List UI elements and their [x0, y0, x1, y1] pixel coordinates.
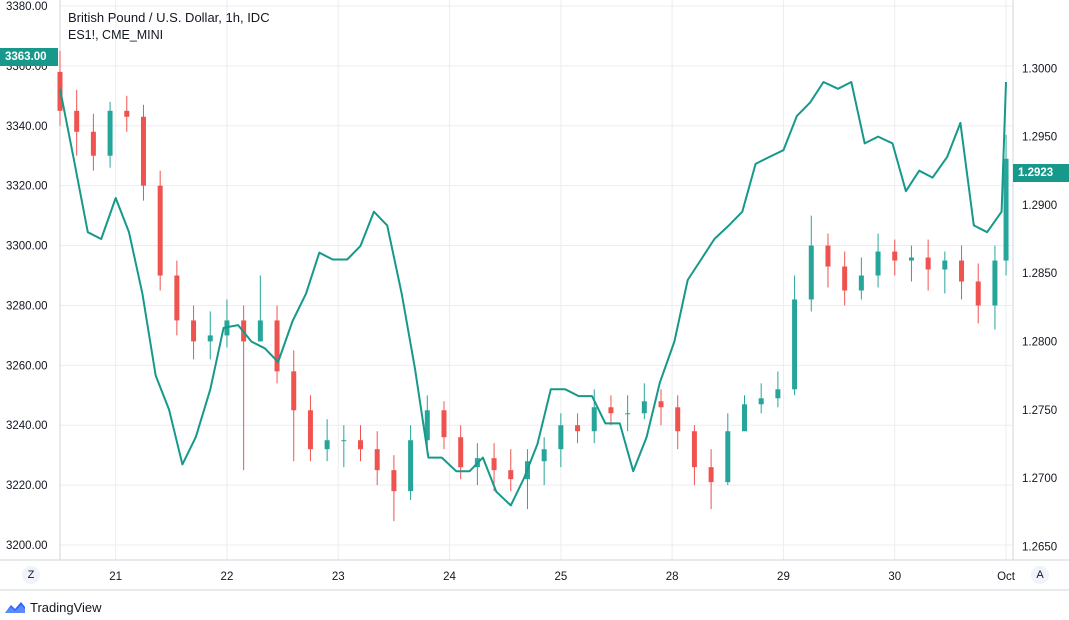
candle-body: [625, 413, 631, 415]
candle-body: [508, 470, 514, 480]
candle-body: [708, 467, 714, 483]
candle-body: [775, 389, 781, 399]
candle-body: [207, 335, 213, 342]
auto-scale-right-button[interactable]: A: [1031, 566, 1049, 584]
right-tick-label: 1.2950: [1022, 132, 1057, 144]
candle-body: [74, 110, 80, 132]
candle-body: [341, 440, 347, 442]
tradingview-logo-icon: [5, 602, 25, 613]
candle-body: [257, 320, 263, 342]
candle-body: [892, 251, 898, 261]
right-tick-label: 1.3000: [1022, 63, 1057, 75]
candle-body: [575, 425, 581, 432]
candle-body: [675, 407, 681, 432]
right-axis-ticks: 1.3000 1.2950 1.2900 1.2850 1.2800 1.2750 1.27…: [1022, 63, 1057, 553]
candle-body: [691, 431, 697, 468]
candle-body: [441, 410, 447, 438]
x-tick-label: 29: [777, 571, 790, 583]
x-tick-label: Oct: [997, 571, 1016, 583]
candle-body: [825, 245, 831, 267]
x-tick-label: 24: [443, 571, 456, 583]
gbpusd-line-series: [59, 81, 1007, 507]
candle-body: [591, 407, 597, 432]
right-tick-label: 1.2650: [1022, 541, 1057, 553]
left-tick-label: 3380.00: [6, 1, 48, 13]
gbpusd-line: [59, 81, 1007, 507]
right-tick-label: 1.2800: [1022, 336, 1057, 348]
candle-body: [908, 257, 914, 261]
chart-title: British Pound / U.S. Dollar, 1h, IDC: [68, 10, 270, 25]
x-tick-label: 25: [554, 571, 567, 583]
candlestick-series: [57, 50, 1009, 522]
overlay-symbol-label: ES1!, CME_MINI: [68, 28, 164, 42]
candle-body: [124, 110, 130, 117]
candle-body: [942, 260, 948, 270]
x-tick-label: 21: [109, 571, 122, 583]
candle-body: [858, 275, 864, 291]
candle-body: [358, 440, 364, 450]
left-tick-label: 3200.00: [6, 540, 48, 552]
candle-body: [875, 251, 881, 276]
candle-body: [541, 449, 547, 462]
x-tick-label: 28: [666, 571, 679, 583]
candle-body: [959, 260, 965, 282]
candle-body: [274, 320, 280, 372]
grid-lines: [60, 0, 1013, 560]
right-tick-label: 1.2850: [1022, 268, 1057, 280]
candle-body: [424, 410, 430, 441]
right-tick-label: 1.2750: [1022, 405, 1057, 417]
candle-body: [792, 299, 798, 390]
left-tick-label: 3260.00: [6, 360, 48, 372]
candle-body: [758, 398, 764, 405]
candle-body: [458, 437, 464, 468]
candle-body: [374, 449, 380, 471]
candle-body: [992, 260, 998, 306]
candle-body: [558, 425, 564, 450]
left-last-price-tag: 3363.00: [0, 47, 58, 66]
left-tick-label: 3300.00: [6, 241, 48, 253]
auto-scale-left-button[interactable]: Z: [22, 566, 40, 584]
candle-body: [975, 281, 981, 306]
left-tick-label: 3280.00: [6, 300, 48, 312]
candle-body: [408, 440, 414, 492]
left-tick-label: 3340.00: [6, 121, 48, 133]
candle-body: [391, 470, 397, 492]
candle-body: [725, 431, 731, 483]
candle-body: [291, 371, 297, 411]
candle-body: [174, 275, 180, 321]
candle-body: [157, 185, 163, 276]
candle-body: [741, 404, 747, 432]
candle-body: [307, 410, 313, 450]
x-tick-label: 30: [888, 571, 901, 583]
candle-body: [641, 401, 647, 414]
candle-body: [842, 266, 848, 291]
x-tick-label: 22: [221, 571, 234, 583]
right-tick-label: 1.2900: [1022, 200, 1057, 212]
candle-body: [140, 116, 146, 186]
brand-name: TradingView: [30, 599, 102, 615]
x-tick-label: 23: [332, 571, 345, 583]
left-axis-ticks: 3380.003360.003340.003320.003300.003280.…: [6, 1, 48, 552]
candle-body: [608, 407, 614, 414]
right-tick-label: 1.2700: [1022, 473, 1057, 485]
candle-body: [925, 257, 931, 270]
candle-body: [658, 401, 664, 408]
candle-body: [808, 245, 814, 300]
tradingview-brand[interactable]: TradingView: [4, 597, 102, 617]
candle-body: [324, 440, 330, 450]
candle-body: [491, 458, 497, 471]
candle-body: [107, 110, 113, 156]
candle-body: [1003, 158, 1009, 261]
left-tick-label: 3240.00: [6, 420, 48, 432]
right-last-price-tag: 1.2923: [1013, 164, 1069, 183]
left-tick-label: 3220.00: [6, 480, 48, 492]
chart-frame: [0, 0, 1069, 591]
candle-body: [191, 320, 197, 342]
x-axis-ticks: 21 22 23 24 25 28 29 30 Oct: [109, 571, 1016, 583]
candle-body: [90, 131, 96, 156]
left-tick-label: 3320.00: [6, 181, 48, 193]
